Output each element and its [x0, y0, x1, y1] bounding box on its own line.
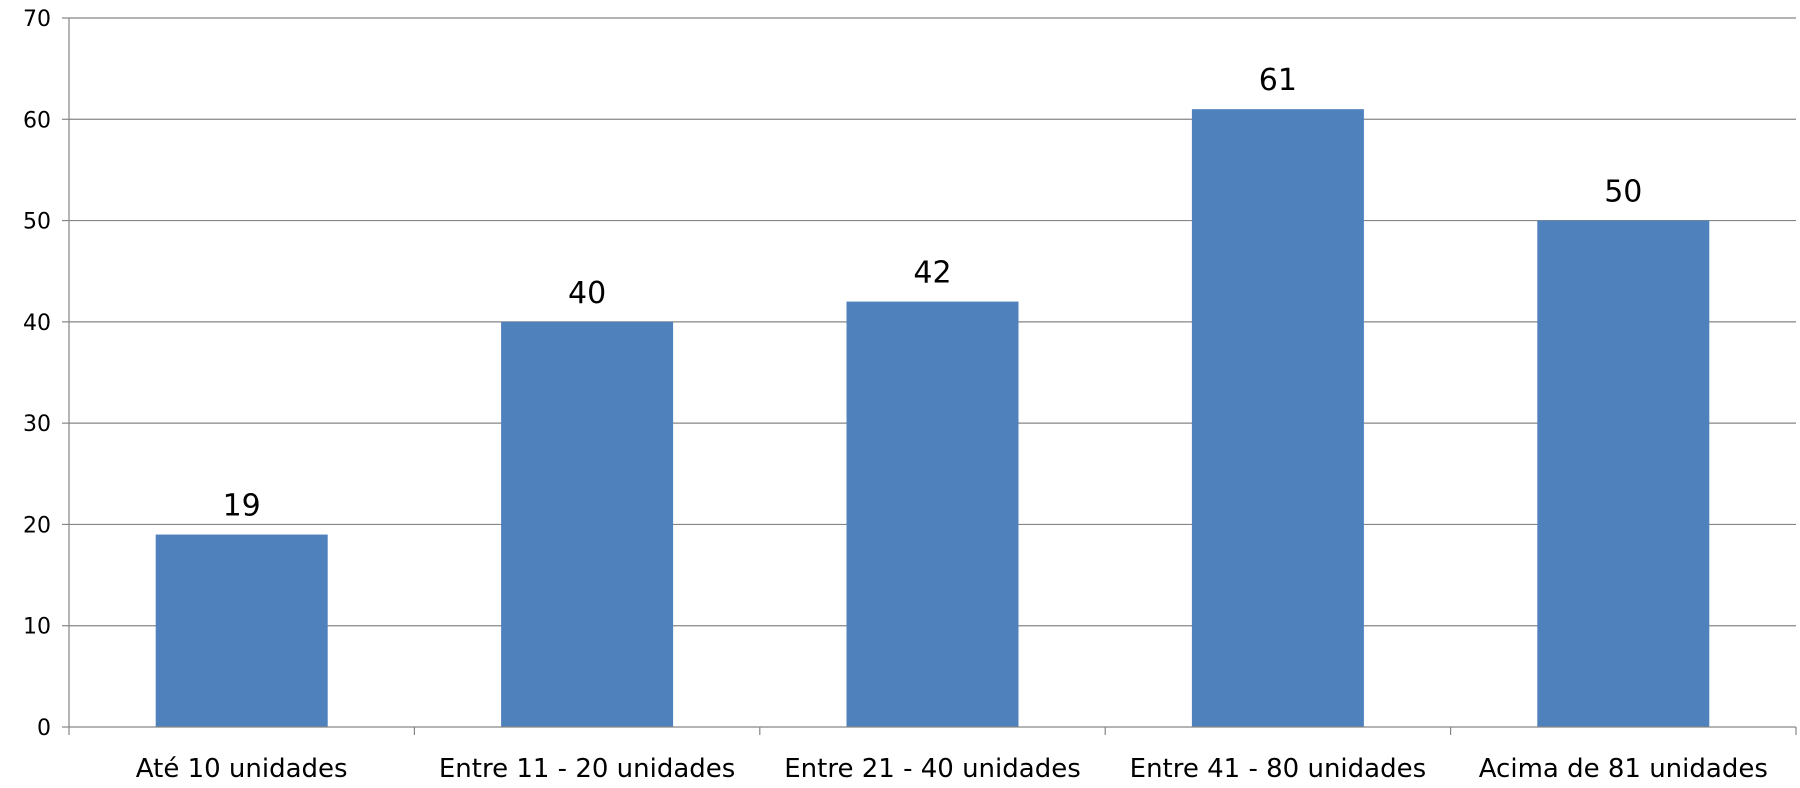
data-label: 50	[1604, 175, 1642, 210]
x-tick-label: Até 10 unidades	[136, 754, 348, 783]
x-tick-label: Entre 21 - 40 unidades	[784, 754, 1081, 783]
y-tick-label: 30	[23, 412, 51, 437]
axes	[62, 17, 1797, 735]
y-tick-label: 0	[37, 716, 51, 741]
bar	[501, 321, 674, 727]
y-tick-label: 60	[23, 108, 51, 133]
data-label: 19	[223, 489, 261, 524]
data-label: 42	[913, 256, 951, 291]
y-tick-label: 70	[23, 7, 51, 32]
bar	[155, 534, 328, 727]
labels: 0 10 20 30 40 50 60 70 19 Até 10 unidades 40 Entre …	[23, 7, 1768, 784]
y-tick-label: 40	[23, 311, 51, 336]
data-label: 61	[1259, 63, 1297, 98]
x-tick-label: Entre 11 - 20 unidades	[439, 754, 736, 783]
y-tick-label: 50	[23, 210, 51, 235]
y-tick-label: 20	[23, 513, 51, 538]
y-tick-label: 10	[23, 615, 51, 640]
data-label: 40	[568, 276, 606, 311]
bars	[155, 109, 1710, 728]
bar	[1191, 109, 1364, 727]
x-tick-label: Entre 41 - 80 unidades	[1130, 754, 1427, 783]
x-tick-label: Acima de 81 unidades	[1479, 754, 1768, 783]
bar	[846, 301, 1019, 727]
bar	[1537, 220, 1710, 728]
